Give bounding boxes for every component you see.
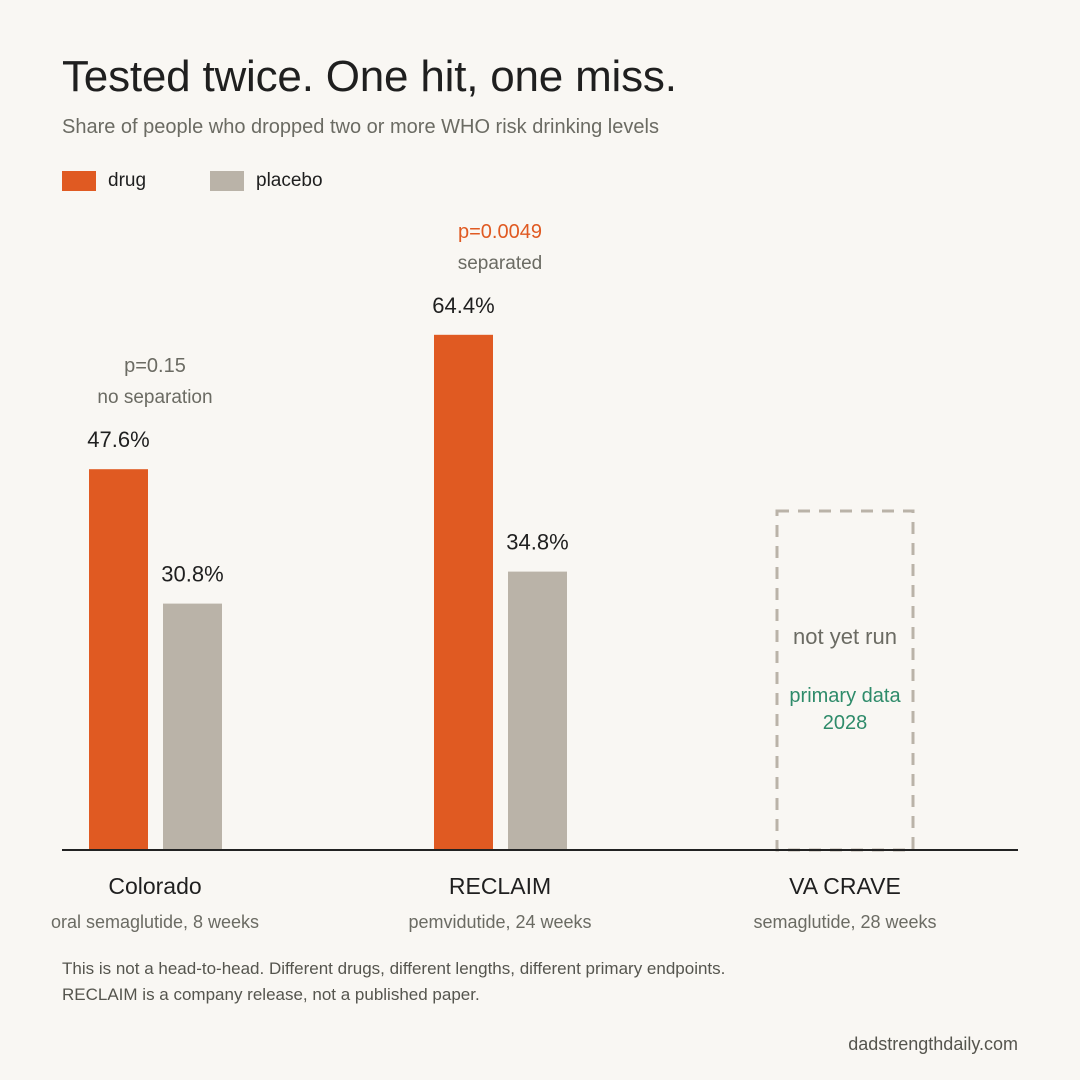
verdict-colorado: no separation	[97, 387, 212, 408]
category-label-reclaim: RECLAIM	[449, 873, 551, 899]
bar-drug-colorado	[89, 469, 148, 850]
legend-item-placebo: placebo	[210, 170, 323, 192]
bar-placebo-reclaim	[508, 571, 567, 850]
value-label-placebo-reclaim: 34.8%	[506, 530, 568, 555]
footnote: This is not a head-to-head. Different dr…	[62, 959, 726, 1004]
value-label-placebo-colorado: 30.8%	[161, 562, 223, 587]
pending-placeholder-box	[775, 509, 915, 852]
pvalue-colorado: p=0.15	[124, 355, 186, 377]
bar-placebo-colorado	[163, 603, 222, 850]
pvalue-reclaim: p=0.0049	[458, 221, 542, 243]
chart-title: Tested twice. One hit, one miss.	[62, 52, 677, 101]
category-sublabel-reclaim: pemvidutide, 24 weeks	[408, 912, 591, 932]
pending-data-line2: 2028	[823, 712, 868, 734]
legend-label-drug: drug	[108, 170, 147, 191]
category-label-colorado: Colorado	[108, 873, 201, 899]
category-sublabel-va-crave: semaglutide, 28 weeks	[753, 912, 936, 932]
bar-drug-reclaim	[434, 334, 493, 850]
source-credit: dadstrengthdaily.com	[848, 1034, 1018, 1054]
legend-item-drug: drug	[62, 170, 146, 192]
category-label-va-crave: VA CRAVE	[789, 873, 901, 899]
category-sublabel-colorado: oral semaglutide, 8 weeks	[51, 912, 259, 932]
value-label-drug-reclaim: 64.4%	[432, 293, 494, 318]
pending-data-line1: primary data	[789, 685, 901, 707]
verdict-reclaim: separated	[458, 253, 543, 274]
legend-swatch-drug	[62, 171, 96, 191]
chart-subtitle: Share of people who dropped two or more …	[62, 116, 659, 138]
legend-swatch-placebo	[210, 171, 244, 191]
legend-label-placebo: placebo	[256, 170, 323, 191]
pending-status: not yet run	[793, 624, 897, 649]
value-label-drug-colorado: 47.6%	[87, 427, 149, 452]
